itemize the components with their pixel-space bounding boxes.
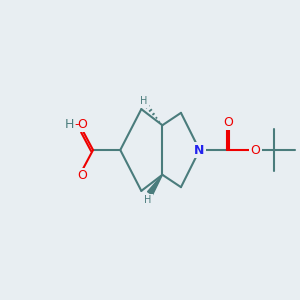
Text: O: O [250, 143, 260, 157]
Text: N: N [194, 143, 205, 157]
Text: O: O [77, 169, 87, 182]
Text: H: H [144, 195, 151, 205]
Text: O: O [77, 118, 87, 131]
Text: H: H [140, 96, 148, 106]
Text: O: O [223, 116, 233, 128]
Text: -: - [74, 118, 78, 131]
Text: H: H [65, 118, 74, 131]
Polygon shape [148, 175, 162, 195]
